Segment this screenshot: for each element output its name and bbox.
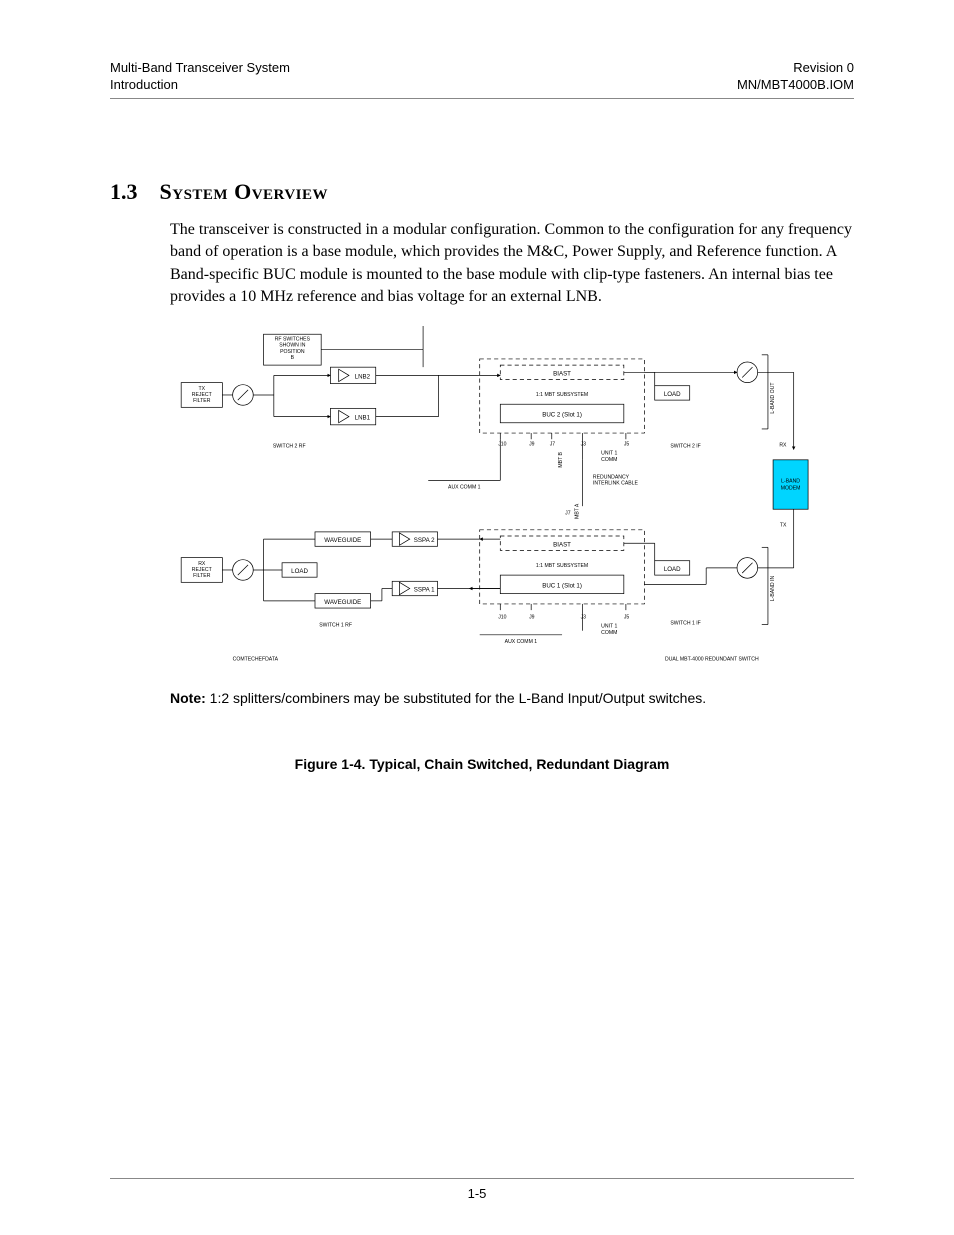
- j9-top: J9: [529, 442, 535, 448]
- lnb1-block: LNB1: [330, 409, 375, 425]
- biast-top-label: BIAST: [553, 371, 571, 378]
- j3-top: J3: [581, 442, 587, 448]
- mbt-b-label: MBT B: [558, 452, 564, 468]
- redundancy-l1: REDUNDANCY: [593, 475, 630, 481]
- switch1rf-label: SWITCH 1 RF: [319, 623, 352, 629]
- lband-in-label: L-BAND IN: [770, 576, 776, 602]
- j5-top: J5: [624, 442, 630, 448]
- j7-top: J7: [550, 442, 556, 448]
- switch2if-label: SWITCH 2 IF: [670, 444, 700, 450]
- rx-label: RX: [779, 443, 787, 449]
- waveguide2-label: WAVEGUIDE: [324, 599, 361, 606]
- load-top-label: LOAD: [664, 391, 681, 398]
- unit1comm-b-l1: UNIT 1: [601, 624, 617, 630]
- note-label: Note:: [170, 690, 206, 706]
- footer-rule: [110, 1178, 854, 1179]
- aux-comm-1b: AUX COMM 1: [505, 639, 538, 645]
- switch2rf-label: SWITCH 2 RF: [273, 444, 306, 450]
- lnb2-block: LNB2: [330, 368, 375, 384]
- j7-mid: J7: [565, 511, 571, 517]
- buc2-label: BUC 2 (Slot 1): [542, 412, 582, 419]
- modem-l2: MODEM: [781, 486, 801, 492]
- rx-reject-l1: RX: [198, 561, 206, 567]
- sspa1-label: SSPA 1: [414, 587, 435, 594]
- header-left-2: Introduction: [110, 77, 290, 94]
- aux-comm-1a: AUX COMM 1: [448, 485, 481, 491]
- unit1comm-b-l2: COMM: [601, 630, 617, 636]
- tx-reject-l1: TX: [198, 386, 205, 392]
- figure-caption: Figure 1-4. Typical, Chain Switched, Red…: [110, 756, 854, 772]
- modem-block: [773, 460, 808, 509]
- switch1if-label: SWITCH 1 IF: [670, 621, 700, 627]
- load-mid-label: LOAD: [291, 568, 308, 575]
- rf-switches-l3: POSITION: [280, 349, 305, 355]
- lnb2-label: LNB2: [355, 374, 371, 381]
- body-paragraph: The transceiver is constructed in a modu…: [170, 219, 854, 309]
- sspa2-label: SSPA 2: [414, 538, 435, 545]
- rf-switches-l4: B: [291, 355, 295, 361]
- tx-label: TX: [780, 523, 787, 529]
- diagram-footer-left: COMTECHEFDATA: [233, 657, 279, 663]
- note-text: 1:2 splitters/combiners may be substitut…: [206, 690, 706, 706]
- page-number: 1-5: [0, 1186, 954, 1201]
- modem-l1: L-BAND: [781, 479, 800, 485]
- load-bot-label: LOAD: [664, 566, 681, 573]
- mbt-sub-bot-label: 1:1 MBT SUBSYSTEM: [536, 563, 588, 569]
- tx-reject-l3: FILTER: [193, 399, 211, 405]
- j10-top: J10: [498, 442, 506, 448]
- rf-switches-l2: SHOWN IN: [279, 343, 305, 349]
- note-line: Note: 1:2 splitters/combiners may be sub…: [170, 690, 854, 706]
- header-left-1: Multi-Band Transceiver System: [110, 60, 290, 77]
- j5-bot: J5: [624, 615, 630, 621]
- mbt-sub-top-label: 1:1 MBT SUBSYSTEM: [536, 392, 588, 398]
- lnb1-label: LNB1: [355, 415, 371, 422]
- header-right-2: MN/MBT4000B.IOM: [737, 77, 854, 94]
- rx-reject-l3: FILTER: [193, 574, 211, 580]
- biast-bot-label: BIAST: [553, 542, 571, 549]
- section-title: System Overview: [160, 179, 329, 204]
- page-header: Multi-Band Transceiver System Introducti…: [110, 60, 854, 99]
- lband-out-label: L-BAND OUT: [770, 382, 776, 414]
- rf-switches-l1: RF SWITCHES: [275, 337, 311, 343]
- rx-reject-l2: REJECT: [192, 567, 213, 573]
- j10-bot: J10: [498, 615, 506, 621]
- section-number: 1.3: [110, 179, 138, 204]
- j9-bot: J9: [529, 615, 535, 621]
- diagram-footer-right: DUAL MBT-4000 REDUNDANT SWITCH: [665, 657, 759, 663]
- j3-bot: J3: [581, 615, 587, 621]
- waveguide1-label: WAVEGUIDE: [324, 538, 361, 545]
- buc1-label: BUC 1 (Slot 1): [542, 583, 582, 590]
- redundancy-l2: INTERLINK CABLE: [593, 481, 639, 487]
- header-right-1: Revision 0: [737, 60, 854, 77]
- unit1comm-a-l1: UNIT 1: [601, 451, 617, 457]
- block-diagram: RF SWITCHES SHOWN IN POSITION B TX REJEC…: [170, 326, 810, 676]
- unit1comm-a-l2: COMM: [601, 457, 617, 463]
- section-heading: 1.3 System Overview: [110, 179, 854, 205]
- mbt-a-label: MBT A: [575, 503, 581, 519]
- tx-reject-l2: REJECT: [192, 392, 213, 398]
